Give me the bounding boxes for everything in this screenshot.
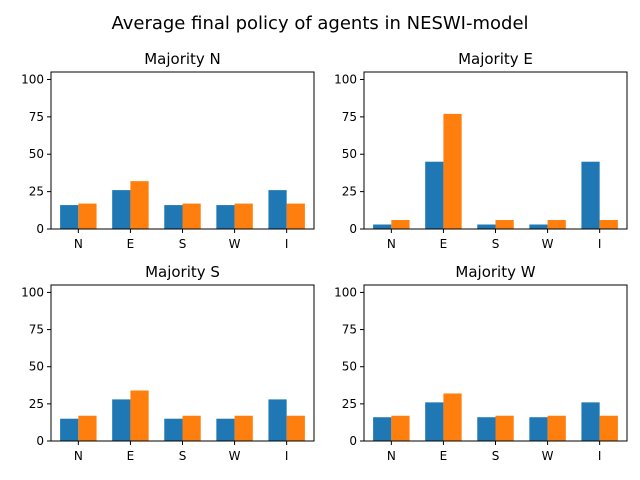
- bar-majority-n-s1-n: [60, 205, 79, 229]
- bar-majority-e-s1-n: [373, 224, 392, 229]
- subplot-title-majority-e: Majority E: [458, 50, 533, 68]
- ytick-label-majority-e-100: 100: [334, 72, 357, 86]
- bar-majority-e-s2-i: [599, 220, 618, 229]
- bar-majority-n-s2-n: [78, 203, 97, 229]
- subplot-majority-s: 0 25 50 75 100 N E S W I Majority S: [21, 263, 315, 463]
- bar-majority-e-s1-i: [581, 161, 600, 229]
- bar-majority-s-s2-n: [78, 415, 97, 441]
- xtick-label-majority-w-e: E: [440, 449, 448, 463]
- bar-majority-e-s2-w: [547, 220, 566, 229]
- bar-majority-w-s1-w: [529, 417, 548, 441]
- xtick-label-majority-s-n: N: [74, 449, 83, 463]
- bar-majority-n-s1-s: [164, 205, 183, 229]
- bar-majority-w-s2-i: [599, 415, 618, 441]
- bar-majority-w-s1-i: [581, 402, 600, 441]
- subplot-majority-n: 0 25 50 75 100 N E S W I Majority N: [21, 50, 315, 251]
- bar-majority-w-s2-e: [443, 393, 462, 441]
- bar-majority-w-s2-n: [391, 415, 410, 441]
- subplot-title-majority-s: Majority S: [145, 263, 220, 281]
- ytick-label-majority-s-75: 75: [29, 323, 44, 337]
- xtick-label-majority-n-e: E: [127, 237, 135, 251]
- bar-majority-s-s1-i: [268, 399, 287, 441]
- bar-majority-n-s2-e: [130, 181, 149, 229]
- xtick-label-majority-w-s: S: [492, 449, 500, 463]
- ytick-label-majority-n-25: 25: [29, 185, 44, 199]
- xtick-label-majority-n-n: N: [74, 237, 83, 251]
- subplot-majority-w: 0 25 50 75 100 N E S W I Majority W: [334, 263, 628, 463]
- bar-majority-w-s1-n: [373, 417, 392, 441]
- bar-majority-e-s1-s: [477, 224, 496, 229]
- figure-suptitle: Average final policy of agents in NESWI-…: [111, 13, 528, 34]
- xtick-label-majority-e-w: W: [542, 237, 554, 251]
- ytick-label-majority-s-50: 50: [29, 360, 44, 374]
- xtick-label-majority-w-w: W: [542, 449, 554, 463]
- bar-majority-s-s2-e: [130, 390, 149, 441]
- ytick-label-majority-s-100: 100: [21, 285, 44, 299]
- bar-majority-s-s2-w: [234, 415, 253, 441]
- bar-majority-w-s1-s: [477, 417, 496, 441]
- subplots: 0 25 50 75 100 N E S W I Majority N 0 25 50 75 100 N E S W I…: [21, 50, 628, 463]
- xtick-label-majority-s-s: S: [179, 449, 187, 463]
- ytick-label-majority-w-50: 50: [342, 360, 357, 374]
- bar-majority-e-s1-e: [425, 161, 444, 229]
- ytick-label-majority-e-75: 75: [342, 110, 357, 124]
- xtick-label-majority-s-e: E: [127, 449, 135, 463]
- xtick-label-majority-s-i: I: [285, 449, 289, 463]
- xtick-label-majority-s-w: W: [229, 449, 241, 463]
- bar-majority-s-s2-s: [182, 415, 201, 441]
- bar-majority-w-s1-e: [425, 402, 444, 441]
- ytick-label-majority-e-0: 0: [349, 222, 357, 236]
- bar-majority-e-s2-n: [391, 220, 410, 229]
- bar-majority-n-s1-i: [268, 190, 287, 229]
- xtick-label-majority-w-n: N: [387, 449, 396, 463]
- bar-majority-n-s1-e: [112, 190, 131, 229]
- ytick-label-majority-w-0: 0: [349, 434, 357, 448]
- ytick-label-majority-w-25: 25: [342, 397, 357, 411]
- ytick-label-majority-e-50: 50: [342, 147, 357, 161]
- bar-majority-n-s2-w: [234, 203, 253, 229]
- ytick-label-majority-s-25: 25: [29, 397, 44, 411]
- ytick-label-majority-s-0: 0: [36, 434, 44, 448]
- xtick-label-majority-e-e: E: [440, 237, 448, 251]
- ytick-label-majority-w-75: 75: [342, 323, 357, 337]
- bar-majority-e-s2-e: [443, 113, 462, 229]
- xtick-label-majority-e-i: I: [598, 237, 602, 251]
- xtick-label-majority-n-s: S: [179, 237, 187, 251]
- subplot-title-majority-w: Majority W: [455, 263, 535, 281]
- bar-majority-s-s1-w: [216, 418, 235, 441]
- bar-majority-n-s2-s: [182, 203, 201, 229]
- bar-majority-e-s1-w: [529, 224, 548, 229]
- xtick-label-majority-w-i: I: [598, 449, 602, 463]
- ytick-label-majority-n-50: 50: [29, 147, 44, 161]
- bar-majority-s-s1-n: [60, 418, 79, 441]
- ytick-label-majority-w-100: 100: [334, 285, 357, 299]
- bar-majority-w-s2-s: [495, 415, 514, 441]
- bar-majority-n-s2-i: [286, 203, 305, 229]
- bar-majority-s-s2-i: [286, 415, 305, 441]
- bar-majority-s-s1-s: [164, 418, 183, 441]
- xtick-label-majority-e-s: S: [492, 237, 500, 251]
- bar-majority-n-s1-w: [216, 205, 235, 229]
- xtick-label-majority-n-i: I: [285, 237, 289, 251]
- ytick-label-majority-e-25: 25: [342, 185, 357, 199]
- subplot-majority-e: 0 25 50 75 100 N E S W I Majority E: [334, 50, 628, 251]
- ytick-label-majority-n-0: 0: [36, 222, 44, 236]
- bar-majority-s-s1-e: [112, 399, 131, 441]
- subplot-title-majority-n: Majority N: [144, 50, 221, 68]
- xtick-label-majority-n-w: W: [229, 237, 241, 251]
- bar-majority-w-s2-w: [547, 415, 566, 441]
- xtick-label-majority-e-n: N: [387, 237, 396, 251]
- ytick-label-majority-n-75: 75: [29, 110, 44, 124]
- bar-majority-e-s2-s: [495, 220, 514, 229]
- ytick-label-majority-n-100: 100: [21, 72, 44, 86]
